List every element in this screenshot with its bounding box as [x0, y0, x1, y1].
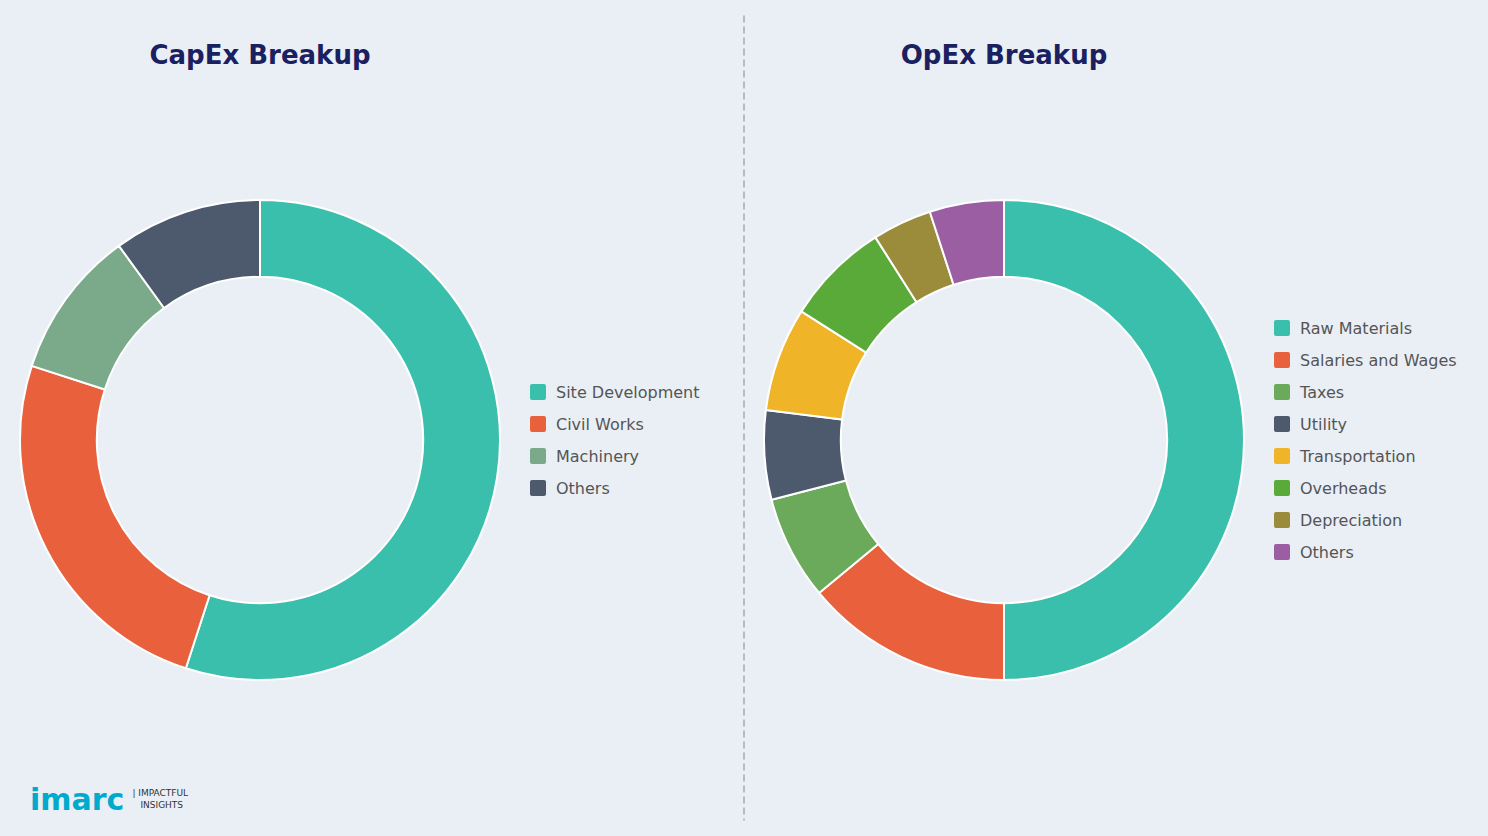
logo-tagline: | IMPACTFUL — [132, 788, 188, 798]
legend-label: Civil Works — [556, 415, 644, 434]
donut-chart: OpEx Breakup Raw Materials Salaries and Wa… — [764, 40, 1457, 680]
legend-swatch — [1274, 416, 1290, 432]
legend-label: Others — [1300, 543, 1354, 562]
legend-label: Overheads — [1300, 479, 1386, 498]
chart-container: CapEx Breakup Site Development Civil Works… — [0, 0, 1488, 836]
legend-swatch — [530, 448, 546, 464]
legend-label: Site Development — [556, 383, 700, 402]
logo-text: imarc — [30, 782, 124, 817]
legend-label: Transportation — [1299, 447, 1416, 466]
legend-swatch — [1274, 448, 1290, 464]
page: {"chart_data": [ {"type": "donut", "titl… — [0, 0, 1488, 836]
legend: Site Development Civil Works Machinery Othe… — [530, 383, 700, 498]
chart-svg: CapEx Breakup Site Development Civil Works… — [0, 0, 1488, 836]
divider — [743, 16, 745, 820]
donut-chart: CapEx Breakup Site Development Civil Works… — [20, 40, 700, 680]
chart-title: OpEx Breakup — [901, 40, 1108, 70]
legend: Raw Materials Salaries and Wages Taxes Util… — [1274, 319, 1457, 562]
donut-slice — [119, 200, 260, 308]
legend-swatch — [530, 384, 546, 400]
legend-label: Taxes — [1299, 383, 1344, 402]
legend-label: Salaries and Wages — [1300, 351, 1457, 370]
legend-swatch — [1274, 320, 1290, 336]
legend-swatch — [1274, 512, 1290, 528]
chart-title: CapEx Breakup — [149, 40, 370, 70]
donut-slice — [930, 200, 1004, 285]
legend-label: Depreciation — [1300, 511, 1402, 530]
donut-slice — [764, 410, 846, 500]
donut-slice — [20, 366, 210, 668]
legend-label: Raw Materials — [1300, 319, 1412, 338]
legend-swatch — [530, 416, 546, 432]
legend-label: Machinery — [556, 447, 639, 466]
background — [0, 0, 1488, 836]
legend-swatch — [1274, 544, 1290, 560]
legend-swatch — [530, 480, 546, 496]
legend-label: Utility — [1300, 415, 1347, 434]
donut-slice — [1004, 200, 1244, 680]
annotations: imarc | IMPACTFUL INSIGHTS — [30, 782, 188, 817]
logo-tagline: INSIGHTS — [140, 800, 183, 810]
legend-swatch — [1274, 384, 1290, 400]
legend-swatch — [1274, 352, 1290, 368]
donut-slice — [772, 481, 879, 593]
legend-label: Others — [556, 479, 610, 498]
legend-swatch — [1274, 480, 1290, 496]
